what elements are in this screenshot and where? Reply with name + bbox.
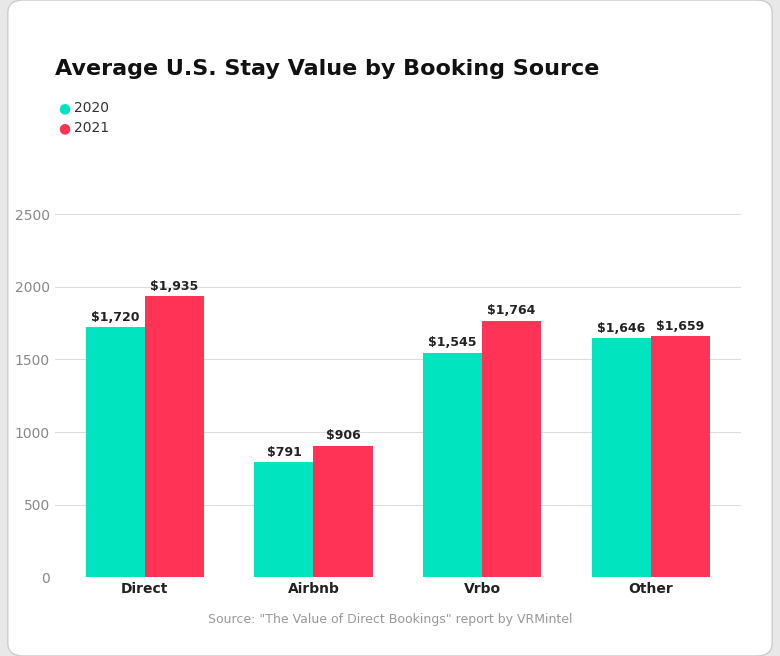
Bar [254,462,314,577]
Text: $1,935: $1,935 [151,279,198,293]
Text: $1,764: $1,764 [488,304,536,318]
Text: $1,720: $1,720 [91,311,140,324]
Bar [86,327,145,577]
Bar [423,353,482,577]
Bar [314,445,373,577]
Text: 2021: 2021 [74,121,109,135]
Text: ●: ● [58,101,71,115]
Text: ●: ● [58,121,71,135]
Bar [592,338,651,577]
Text: Source: "The Value of Direct Bookings" report by VRMintel: Source: "The Value of Direct Bookings" r… [207,613,573,626]
Bar [482,321,541,577]
Text: $1,545: $1,545 [428,337,477,349]
Text: $1,659: $1,659 [656,319,704,333]
Bar [651,337,710,577]
Bar [145,297,204,577]
Text: 2020: 2020 [74,101,109,115]
Text: $906: $906 [325,429,360,442]
Text: $1,646: $1,646 [597,321,645,335]
Text: Average U.S. Stay Value by Booking Source: Average U.S. Stay Value by Booking Sourc… [55,59,599,79]
Text: $791: $791 [267,445,301,459]
